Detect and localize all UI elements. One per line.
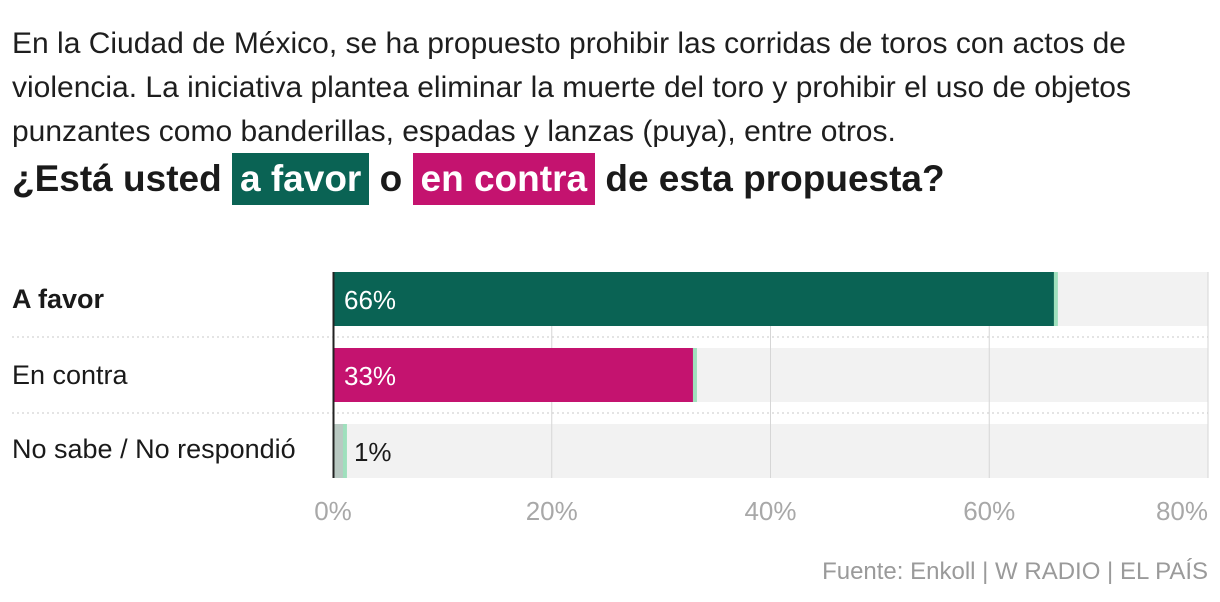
bar-en-contra (333, 348, 694, 402)
bar-end-marker-no-sabe (342, 424, 347, 478)
tick-label-40: 40% (744, 496, 796, 526)
question-title: ¿Está usted a favor o en contra de esta … (12, 150, 945, 208)
category-label-en-contra: En contra (12, 360, 128, 390)
value-label-no-sabe: 1% (354, 437, 392, 467)
bar-no-sabe (333, 424, 344, 478)
bar-end-marker-en-contra (692, 348, 697, 402)
tick-label-20: 20% (526, 496, 578, 526)
category-label-no-sabe: No sabe / No respondió (12, 434, 296, 464)
question-middle: o (369, 158, 413, 199)
question-contra-highlight: en contra (412, 153, 596, 205)
tick-label-0: 0% (314, 496, 352, 526)
intro-text: En la Ciudad de México, se ha propuesto … (12, 27, 1131, 148)
question-before: ¿Está usted (12, 158, 232, 199)
tick-label-80: 80% (1156, 496, 1208, 526)
category-label-a-favor: A favor (12, 284, 105, 314)
question-after: de esta propuesta? (595, 158, 945, 199)
bar-a-favor (333, 272, 1055, 326)
question-favor-highlight: a favor (232, 153, 370, 205)
bar-end-marker-a-favor (1053, 272, 1058, 326)
source-note: Fuente: Enkoll | W RADIO | EL PAÍS (822, 558, 1208, 585)
tick-label-60: 60% (963, 496, 1015, 526)
value-label-a-favor: 66% (344, 285, 396, 315)
value-label-en-contra: 33% (344, 361, 396, 391)
